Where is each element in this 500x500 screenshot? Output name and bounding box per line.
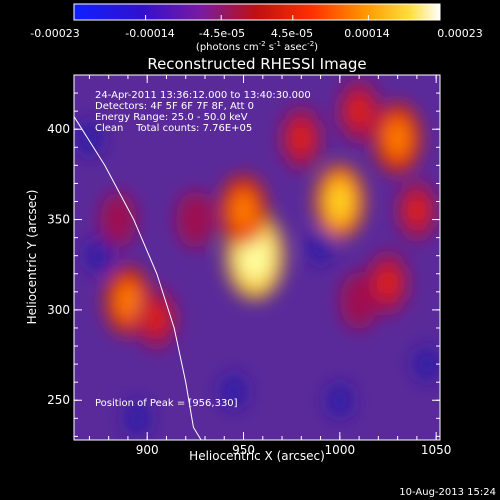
chart-title: Reconstructed RHESSI Image [147, 55, 366, 73]
colorbar-tick-label: 4.5e-05 [271, 27, 313, 40]
solar-limb-curve [74, 116, 202, 440]
heatmap-source-core [230, 189, 257, 232]
colorbar-tick-label: -0.00014 [125, 27, 174, 40]
colorbar-tick-label: 0.00023 [437, 27, 483, 40]
heatmap-low-region [325, 382, 354, 419]
colorbar-tick-label: -4.5e-05 [199, 27, 245, 40]
heatmap-source-core [384, 117, 411, 159]
colorbar [73, 3, 441, 21]
heatmap-source-core [376, 264, 400, 302]
x-tick-label: 1000 [325, 443, 356, 457]
x-tick-label: 900 [136, 443, 159, 457]
y-axis: 250 300 350 400 [47, 74, 440, 437]
heatmap-source-core [108, 203, 129, 236]
x-tick-label: 1050 [421, 443, 452, 457]
x-axis: 900 950 1000 1050 [88, 75, 452, 457]
y-tick-label: 250 [47, 393, 70, 407]
y-axis-label: Heliocentric Y (arcsec) [25, 190, 39, 325]
annotation-energy: Energy Range: 25.0 - 50.0 keV [95, 112, 248, 123]
heatmap-source-core [348, 284, 370, 318]
heatmap-low-region [219, 373, 248, 410]
heatmap-low-region [306, 228, 335, 265]
x-tick-label: 950 [232, 443, 255, 457]
annotation-time: 24-Apr-2011 13:36:12.000 to 13:40:30.000 [95, 90, 311, 101]
colorbar-tick-label: 0.00014 [344, 27, 390, 40]
y-tick-label: 350 [47, 213, 70, 227]
heatmap [74, 75, 440, 440]
plot-frame [73, 74, 441, 441]
heatmap-source-core [145, 301, 169, 337]
colorbar-tick-label: -0.00023 [30, 27, 79, 40]
x-axis-label: Heliocentric X (arcsec) [189, 449, 325, 463]
heatmap-low-region [412, 346, 440, 383]
heatmap-low-region [123, 400, 152, 437]
footer-timestamp: 10-Aug-2013 15:24 [399, 487, 496, 498]
colorbar-unit-label: (photons cm-2 s-1 asec-2) [196, 40, 318, 53]
heatmap-source-core [347, 92, 371, 130]
annotation-detectors: Detectors: 4F 5F 6F 7F 8F, Att 0 [95, 101, 254, 112]
heatmap-source-core [184, 202, 207, 237]
annotation-counts: Clean Total counts: 7.76E+05 [95, 123, 252, 134]
heatmap-source-core [115, 281, 141, 321]
heatmap-source-core [326, 180, 354, 223]
heatmap-source-core [405, 193, 429, 229]
heatmap-source-core [289, 119, 314, 157]
colorbar-ticks [73, 15, 441, 20]
peak-position-label: Position of Peak = [956,330] [95, 398, 238, 409]
y-tick-label: 300 [47, 303, 70, 317]
y-tick-label: 400 [47, 122, 70, 136]
heatmap-low-region [85, 237, 114, 274]
